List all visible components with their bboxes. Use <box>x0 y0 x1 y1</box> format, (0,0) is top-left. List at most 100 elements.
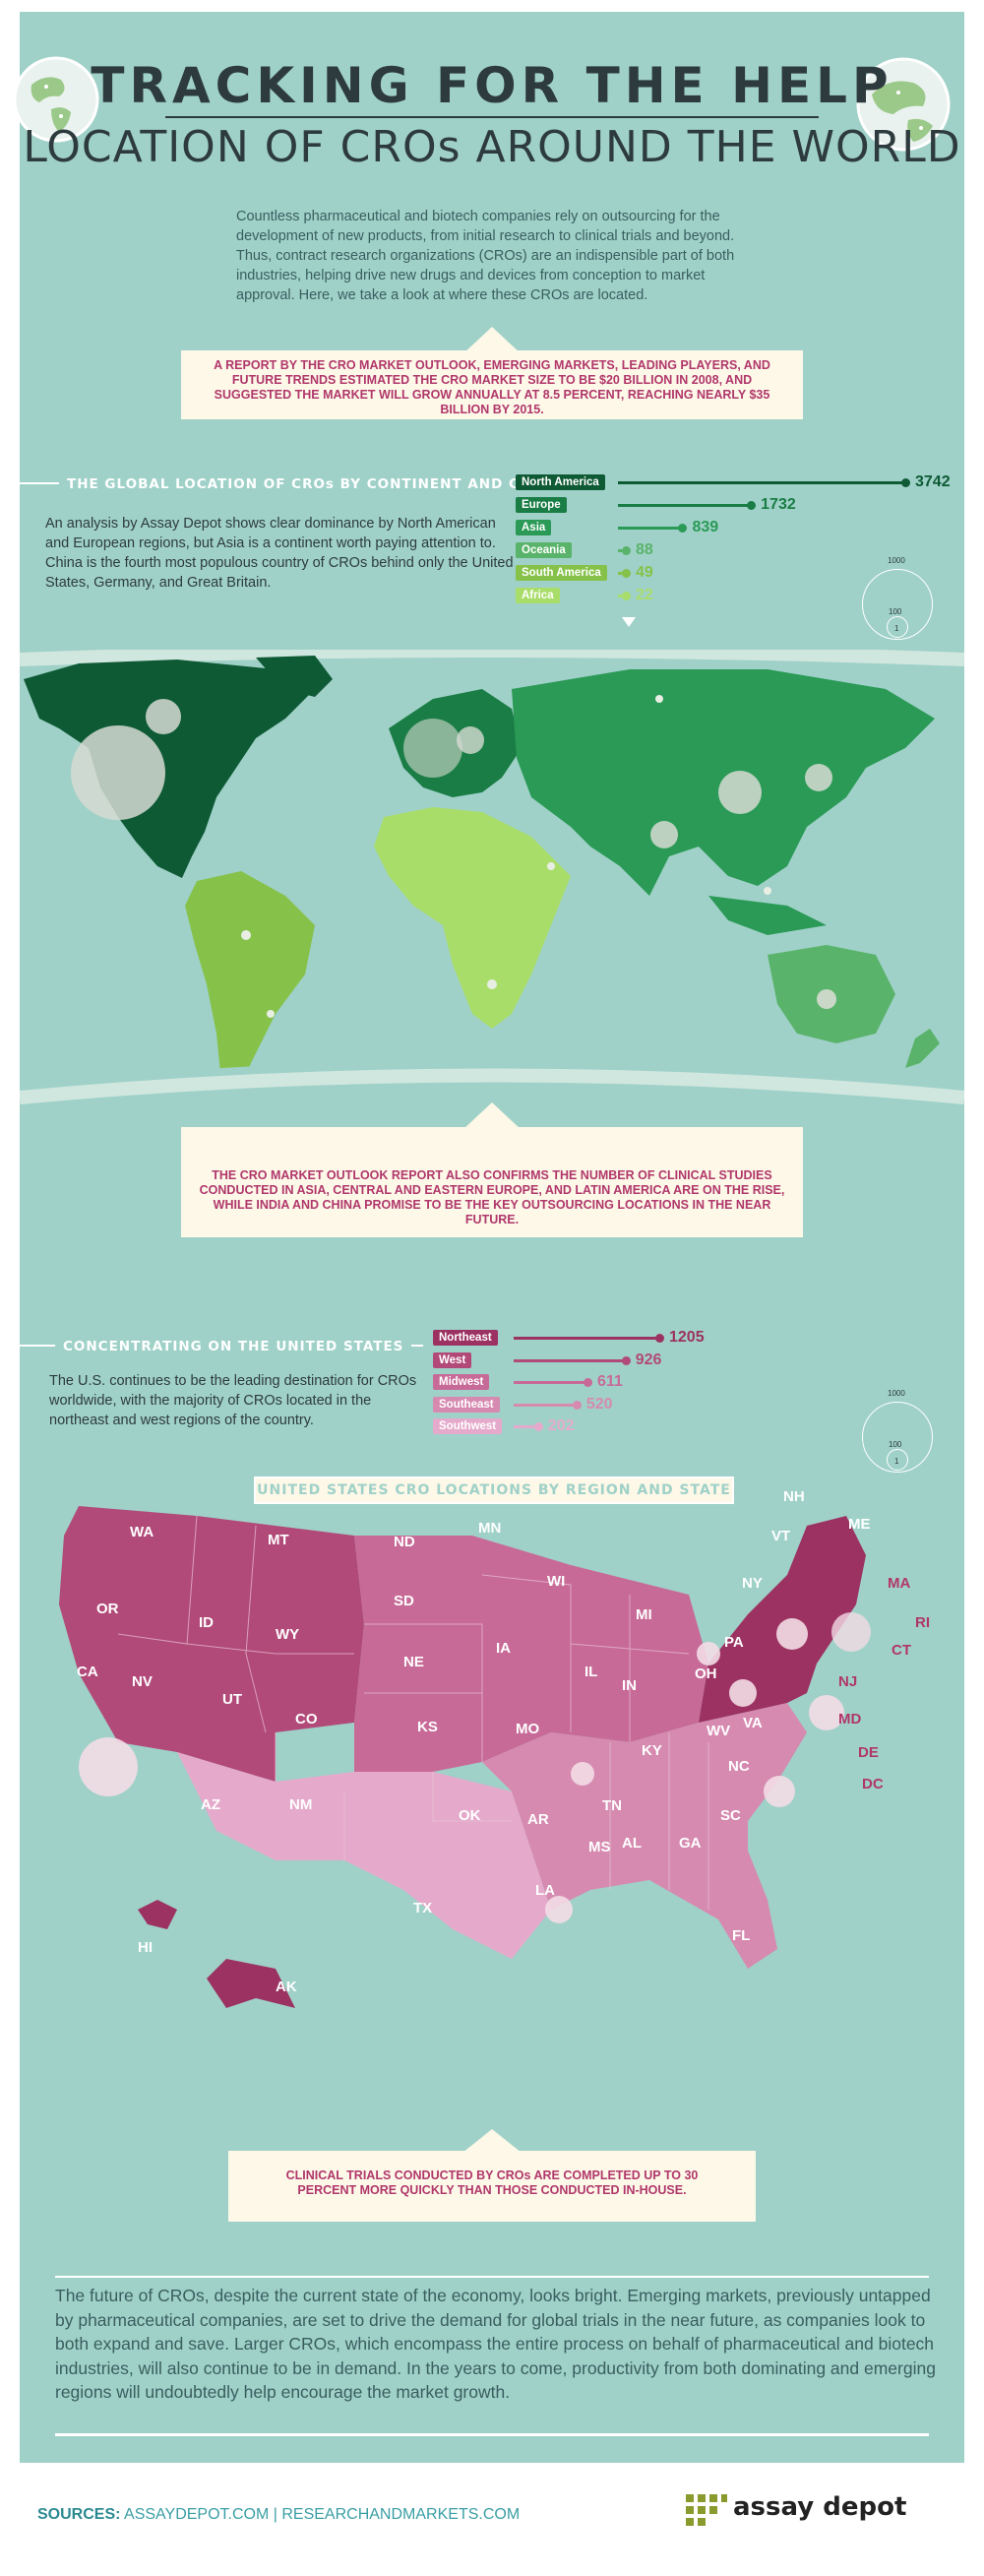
state-label-tx: TX <box>413 1900 433 1916</box>
state-label-ga: GA <box>679 1835 702 1852</box>
conclusion-paragraph: The future of CROs, despite the current … <box>55 2286 936 2402</box>
region-southwest <box>177 1752 551 1959</box>
footer-rule-top <box>55 2276 929 2278</box>
state-label-oh: OH <box>695 1665 717 1682</box>
state-label-ny: NY <box>742 1575 763 1592</box>
state-label-de: DE <box>858 1744 879 1761</box>
intro-paragraph: Countless pharmaceutical and biotech com… <box>236 209 735 303</box>
global-bar-end <box>747 501 757 510</box>
us-map-title: UNITED STATES CRO LOCATIONS BY REGION AN… <box>254 1476 734 1504</box>
state-label-sc: SC <box>720 1807 741 1824</box>
global-bar-value: 22 <box>636 587 653 603</box>
state-label-ri: RI <box>915 1614 930 1631</box>
state-label-or: OR <box>96 1601 119 1617</box>
global-text: An analysis by Assay Depot shows clear d… <box>45 516 514 591</box>
state-label-ok: OK <box>459 1807 481 1824</box>
north-america <box>24 660 315 878</box>
global-bar-label: South America <box>516 565 607 581</box>
state-label-va: VA <box>743 1715 763 1731</box>
state-label-ky: KY <box>642 1742 662 1759</box>
us-bar-label: Midwest <box>433 1374 490 1390</box>
global-bar-value: 88 <box>636 541 653 558</box>
state-label-ia: IA <box>496 1640 511 1657</box>
infographic-panel <box>20 12 964 2463</box>
state-label-md: MD <box>838 1711 862 1728</box>
state-label-tn: TN <box>602 1797 622 1814</box>
state-label-fl: FL <box>732 1927 751 1944</box>
state-label-la: LA <box>535 1882 555 1899</box>
state-label-ca: CA <box>77 1664 98 1680</box>
state-label-ak: AK <box>276 1979 297 1995</box>
us-bar <box>514 1358 626 1362</box>
state-label-mt: MT <box>268 1532 289 1548</box>
state-label-wv: WV <box>707 1723 731 1739</box>
global-bar-value: 3742 <box>915 473 951 490</box>
state-label-wy: WY <box>276 1626 300 1643</box>
us-bar-end <box>584 1378 593 1387</box>
global-bar-value: 839 <box>692 519 719 535</box>
state-label-az: AZ <box>201 1796 220 1813</box>
hawaii <box>138 1900 177 1929</box>
us-bar-label: Southwest <box>433 1418 503 1434</box>
state-label-ks: KS <box>417 1719 438 1735</box>
state-label-ms: MS <box>588 1839 611 1855</box>
footer-rule-bottom <box>55 2433 929 2436</box>
state-label-il: IL <box>584 1664 598 1680</box>
state-label-co: CO <box>295 1711 318 1728</box>
state-label-in: IN <box>622 1677 637 1694</box>
state-label-ma: MA <box>888 1575 911 1592</box>
us-bar <box>514 1425 538 1428</box>
state-label-nm: NM <box>289 1796 313 1813</box>
brand-name: assay depot <box>733 2492 907 2522</box>
state-label-nh: NH <box>783 1488 805 1505</box>
us-bar-label: Northeast <box>433 1330 498 1346</box>
state-label-wa: WA <box>130 1524 154 1540</box>
callout-arrow <box>462 1102 522 1130</box>
us-text: The U.S. continues to be the leading des… <box>49 1373 417 1428</box>
callout-market-size-text: A REPORT BY THE CRO MARKET OUTLOOK, EMER… <box>214 358 770 416</box>
sources-label: SOURCES: <box>37 2506 121 2523</box>
us-bar-value: 1205 <box>669 1329 705 1346</box>
state-label-sd: SD <box>394 1593 414 1609</box>
globe-right-icon <box>856 57 951 152</box>
page-title: TRACKING FOR THE HELP <box>91 57 893 114</box>
state-label-mi: MI <box>636 1606 652 1623</box>
page-subtitle: LOCATION OF CROs AROUND THE WORLD <box>23 122 961 172</box>
state-label-ne: NE <box>403 1654 424 1670</box>
us-bar-end <box>533 1422 543 1431</box>
state-label-mn: MN <box>478 1520 502 1537</box>
region-northeast <box>699 1516 866 1723</box>
us-bar-end <box>572 1400 582 1410</box>
global-bar-end <box>622 546 631 555</box>
state-label-me: ME <box>848 1516 871 1533</box>
sources-links[interactable]: ASSAYDEPOT.COM | RESEARCHANDMARKETS.COM <box>124 2506 521 2523</box>
state-label-nc: NC <box>728 1758 750 1775</box>
global-bar <box>618 527 683 530</box>
state-label-dc: DC <box>862 1776 884 1792</box>
global-bar <box>618 481 905 484</box>
us-bar-value: 520 <box>585 1395 613 1413</box>
south-america <box>185 871 315 1102</box>
us-bar-end <box>621 1355 631 1365</box>
state-label-nj: NJ <box>838 1673 858 1690</box>
callout-asia-growth: THE CRO MARKET OUTLOOK REPORT ALSO CONFI… <box>181 1127 803 1237</box>
global-bar-value: 1732 <box>761 496 796 513</box>
alaska <box>207 1959 295 2008</box>
global-bar-label: Europe <box>516 497 567 513</box>
global-bar-end <box>622 569 631 578</box>
us-bar-end <box>655 1334 664 1343</box>
us-bar-label: Southeast <box>433 1396 500 1413</box>
assay-depot-logo-icon <box>686 2494 727 2526</box>
sources-line: SOURCES: ASSAYDEPOT.COM | RESEARCHANDMAR… <box>37 2506 520 2524</box>
callout-arrow <box>462 2129 522 2153</box>
state-label-wi: WI <box>547 1573 566 1590</box>
global-bar-label: Asia <box>516 520 552 535</box>
state-label-pa: PA <box>724 1634 744 1651</box>
state-label-nv: NV <box>132 1673 153 1690</box>
region-west <box>59 1506 364 1782</box>
region-midwest <box>354 1536 708 1772</box>
global-bar-label: Oceania <box>516 542 572 558</box>
state-label-nd: ND <box>394 1534 415 1550</box>
global-bar-end <box>678 524 688 533</box>
us-bar-label: West <box>433 1351 472 1368</box>
